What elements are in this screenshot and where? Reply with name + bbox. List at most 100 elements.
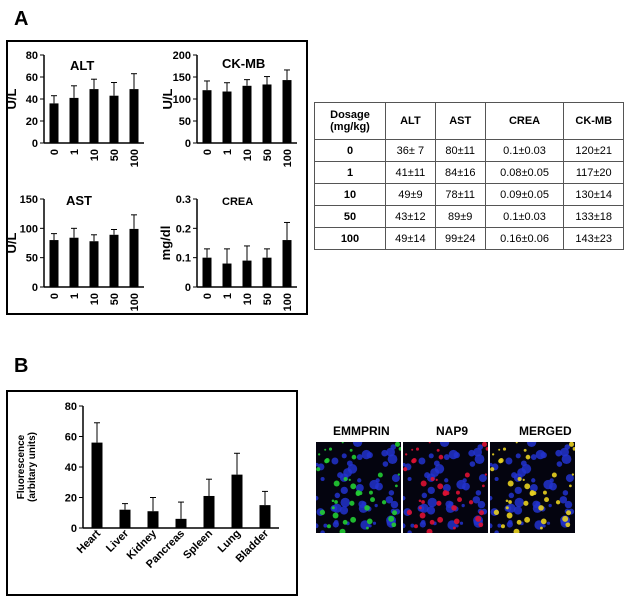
table-cell: 0.09±0.05 [484,183,565,206]
ckmb-y-tick-label: 150 [173,72,191,84]
micrograph-label-emmprin: EMMPRIN [333,424,390,438]
signal-dot [403,467,408,472]
table-cell: 100 [314,227,386,250]
signal-dot [411,448,414,451]
signal-dot [455,490,460,495]
table-cell: 78±11 [434,183,486,206]
signal-dot [453,526,456,530]
signal-dot [498,448,501,451]
nucleus-dot [526,442,537,447]
nucleus-dot [372,521,377,525]
ckmb-y-tick-label: 100 [173,94,191,106]
micrograph-label-nap9: NAP9 [436,424,469,438]
ast-title: AST [66,193,92,208]
signal-dot [508,500,512,504]
fluor-y-tick-label: 0 [71,523,77,535]
table-cell: 41±11 [385,161,436,184]
nucleus-dot [391,474,400,483]
nucleus-dot [427,497,437,508]
alt-y-tick-label: 0 [32,138,38,150]
alt-bar [109,95,119,143]
signal-dot [419,512,426,519]
fluor-bar [147,511,159,528]
nucleus-dot [490,462,493,467]
panel-a-frame [6,40,308,315]
signal-dot [343,477,348,482]
nucleus-dot [433,460,440,467]
nucleus-dot [340,486,348,495]
ast-y-label: U/L [4,232,19,253]
micrograph-emmprin [316,442,401,533]
nucleus-dot [316,462,319,467]
nucleus-dot [565,474,574,483]
nucleus-dot [549,485,553,489]
ast-bar [69,237,79,287]
fluor-bar [203,495,215,528]
signal-dot [328,447,333,451]
crea-bar [202,257,212,287]
nucleus-dot [316,495,319,501]
fluor-y-label: Fluorescence [16,434,27,499]
table-row: 0 36± 7 80±11 0.1±0.03 120±21 [314,139,624,162]
signal-dot [398,447,401,451]
nucleus-dot [339,506,349,515]
table-cell: 0.08±0.05 [484,161,565,184]
signal-dot [435,478,438,482]
nucleus-dot [478,474,487,483]
table-cell: 49±14 [385,227,436,250]
signal-dot [479,510,485,516]
nucleus-dot [407,476,412,482]
signal-dot [420,480,427,487]
nucleus-dot [462,478,467,483]
signal-dot [437,516,444,523]
nucleus-dot [459,521,464,525]
nucleus-dot [331,457,339,465]
signal-dot [436,448,440,452]
nucleus-dot [494,476,499,482]
signal-dot [366,526,369,530]
nucleus-dot [546,521,551,525]
signal-dot [500,524,505,529]
alt-y-tick-label: 60 [26,72,38,84]
nucleus-dot [497,523,502,528]
signal-dot [491,453,495,456]
signal-dot [413,524,418,529]
table-cell: 130±14 [563,183,624,206]
signal-dot [326,524,331,529]
signal-dot [430,477,435,482]
signal-dot [392,510,398,516]
signal-dot [349,448,353,452]
alt-bar [49,103,59,143]
nucleus-dot [507,519,513,525]
ckmb-x-tick-label: 0 [202,149,214,155]
nucleus-dot [420,519,426,525]
nucleus-dot [357,478,362,483]
nucleus-dot [333,519,339,525]
nucleus-dot [521,464,532,474]
table-row: 100 49±14 99±24 0.16±0.06 143±23 [314,227,624,250]
ast-bar [109,234,119,287]
signal-dot [421,500,425,504]
nucleus-dot [421,492,428,499]
alt-title: ALT [70,58,94,73]
signal-dot [351,454,357,460]
crea-bar [222,263,232,287]
signal-dot [542,490,547,495]
nucleus-dot [508,492,515,499]
nucleus-dot [347,464,358,474]
nucleus-dot [529,484,538,492]
alt-x-tick-label: 1 [69,149,81,155]
ckmb-x-tick-label: 100 [282,149,294,167]
signal-dot [529,491,535,497]
signal-dot [524,483,531,490]
ast-x-tick-label: 100 [129,293,141,311]
alt-y-label: U/L [4,88,19,109]
signal-dot [442,491,448,497]
alt-y-tick-label: 40 [26,94,38,106]
nucleus-dot [334,492,341,499]
table-cell: 49±9 [385,183,436,206]
table-cell: 0 [314,139,386,162]
nucleus-dot [549,478,554,483]
crea-x-tick-label: 10 [242,293,254,305]
nucleus-dot [461,503,465,508]
